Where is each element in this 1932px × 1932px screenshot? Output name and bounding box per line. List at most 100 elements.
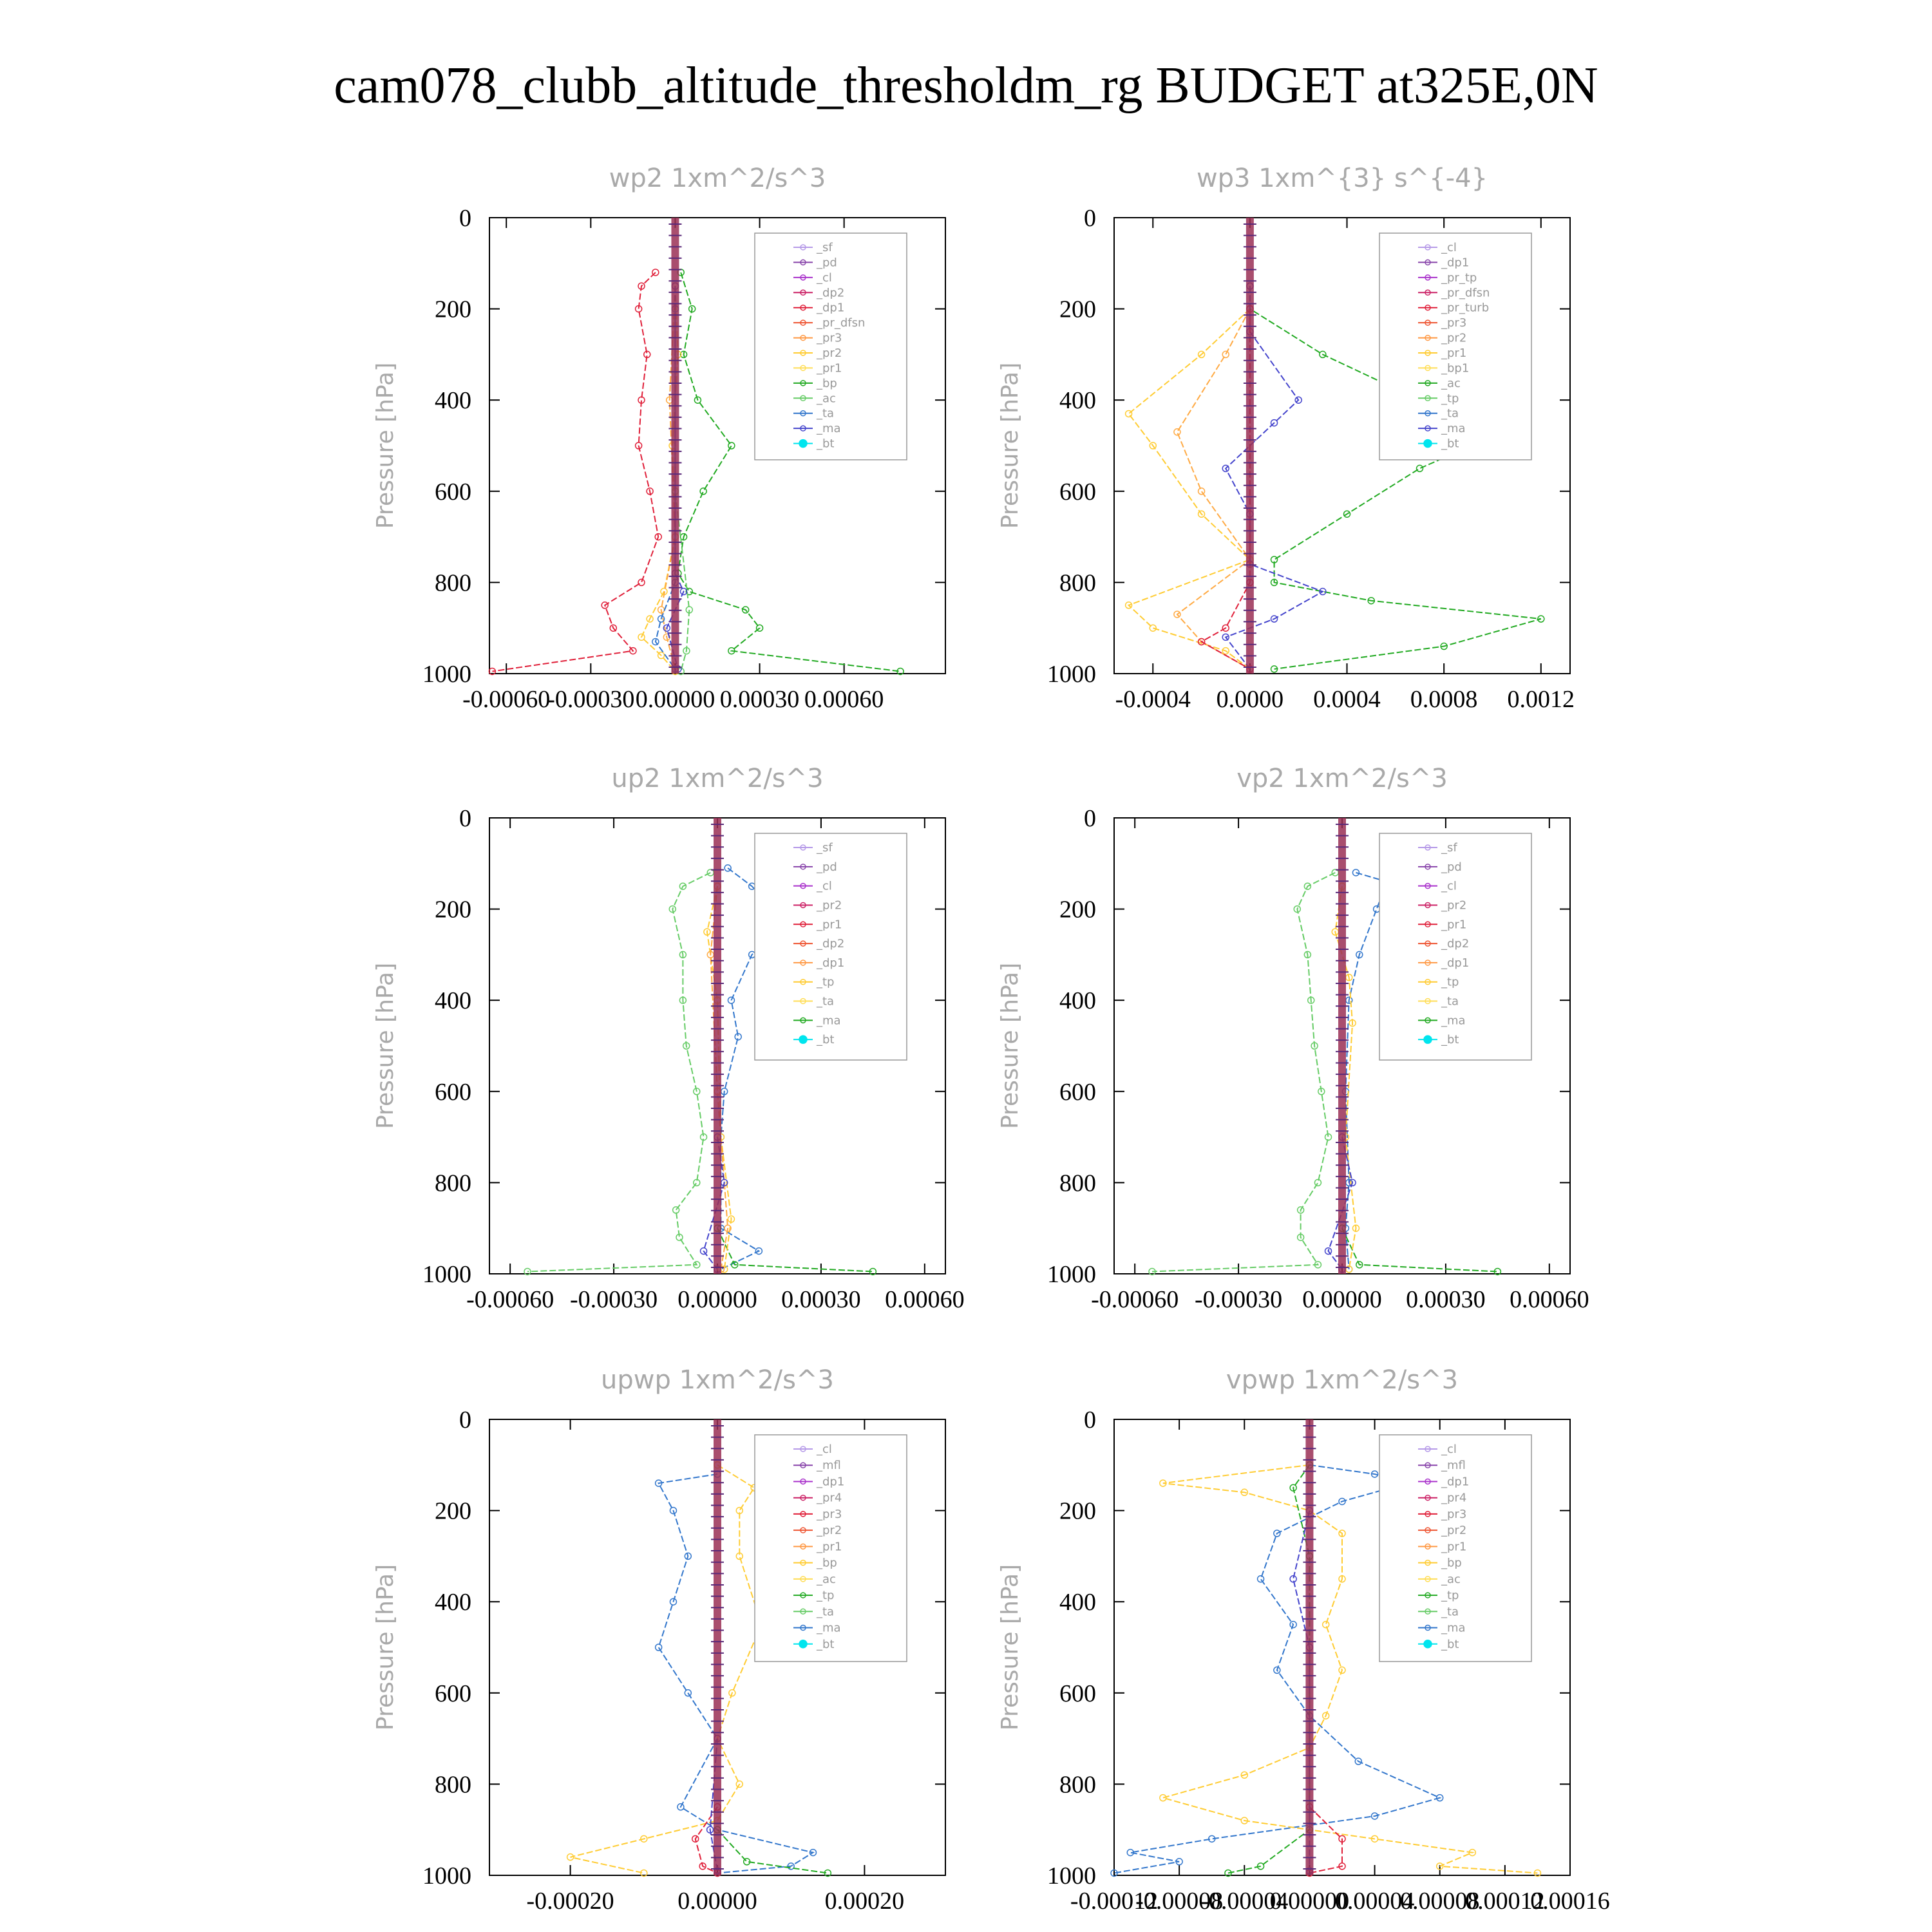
x-tick-label: 0.00012 (1465, 1888, 1545, 1915)
y-tick-label: 0 (1084, 805, 1096, 832)
series-point (1311, 1042, 1318, 1050)
legend-marker (799, 439, 808, 448)
series-point (1435, 1794, 1444, 1802)
x-tick-label: 0.00008 (1400, 1888, 1480, 1915)
series-point (684, 1689, 692, 1697)
chart-panel-1: wp2 1xm^2/s^3 Pressure [hPa] 0 200 400 600 800… (372, 164, 946, 713)
legend-entry: _pr2 (1441, 332, 1466, 345)
series-point (699, 1862, 706, 1870)
series-point (1367, 596, 1375, 605)
legend-entry: _sf (816, 241, 833, 254)
series-line-pr2 (1176, 308, 1251, 670)
legend-entry: _pd (1441, 860, 1462, 874)
series-point (643, 350, 651, 359)
legend-entry: _bt (816, 1638, 834, 1651)
series-point (668, 905, 677, 913)
legend-entry: _pr1 (1441, 346, 1466, 360)
x-tick-label: 0.00030 (720, 686, 800, 713)
series-line-dp1 (527, 872, 711, 1273)
series-point (1354, 1757, 1363, 1765)
y-tick-label: 0 (459, 805, 471, 832)
y-tick-label: 400 (1059, 987, 1096, 1014)
legend-marker (800, 921, 806, 928)
legend-marker (800, 978, 806, 985)
legend-entry: _tp (1441, 1589, 1459, 1602)
legend-entry: _dp1 (1441, 1475, 1469, 1488)
series-point (1435, 1862, 1444, 1870)
series-point (824, 1869, 832, 1877)
series-point (1296, 1233, 1305, 1242)
series-point (634, 442, 643, 450)
legend-entry: _cl (816, 1443, 832, 1456)
legend-marker (800, 1478, 806, 1485)
series-point (1208, 1835, 1216, 1843)
y-tick-label: 600 (1059, 1680, 1096, 1707)
series-point (1324, 1133, 1332, 1141)
series-point (703, 928, 711, 936)
y-tick-label: 1000 (422, 1862, 471, 1889)
series-point (679, 996, 687, 1004)
legend-marker (1425, 978, 1431, 985)
series-point (1370, 1812, 1379, 1820)
y-tick-label: 200 (1059, 1498, 1096, 1525)
legend-entry: _bt (1441, 1033, 1459, 1046)
series-point (663, 624, 671, 632)
series-line-dp1 (694, 1806, 718, 1874)
series-line-bp (677, 272, 901, 672)
series-point (679, 587, 688, 596)
x-tick-label: 0.00060 (804, 686, 884, 713)
legend-entry: _bt (1441, 437, 1459, 451)
series-line-dp2 (1341, 1227, 1498, 1273)
series-point (699, 488, 707, 495)
legend-entry: _ta (1441, 995, 1459, 1009)
y-tick-label: 0 (459, 1406, 471, 1434)
series-point (1294, 396, 1302, 404)
x-tick-label: 0.00000 (1302, 1286, 1382, 1313)
series-point (699, 1247, 708, 1255)
legend-entry: _mfl (1441, 1459, 1466, 1472)
series-point (1356, 951, 1363, 959)
series-point (657, 651, 665, 659)
legend-entry: _pr1 (816, 918, 842, 931)
legend-entry: _ac (816, 1573, 836, 1586)
series-point (809, 1848, 817, 1857)
series-line-bp (1227, 1464, 1311, 1874)
legend-marker (1425, 380, 1431, 386)
legend-marker (1425, 1017, 1431, 1024)
legend-entry: _pr1 (816, 361, 842, 375)
legend-marker (800, 940, 806, 947)
series-point (735, 1506, 744, 1515)
zero-term-lines (714, 1419, 721, 1875)
legend-marker (1425, 319, 1431, 326)
legend-marker (1425, 1511, 1431, 1517)
legend-entry: _bt (816, 437, 834, 451)
series-point (683, 647, 690, 655)
legend-entry: _cl (1441, 880, 1457, 893)
series-point (1372, 905, 1381, 913)
series-point (1197, 350, 1206, 359)
legend-box (754, 232, 907, 460)
series-point (1240, 1817, 1249, 1824)
x-tick-label: -0.00030 (1195, 1286, 1282, 1313)
legend-entry: _dp1 (816, 301, 844, 315)
y-axis-label: Pressure [hPa] (372, 363, 399, 529)
series-point (1319, 587, 1327, 596)
series-line-dp2 (717, 1227, 873, 1273)
legend-entry: _ta (1441, 1605, 1459, 1618)
series-point (1338, 1862, 1346, 1870)
series-point (1270, 665, 1278, 673)
legend-entry: _pr3 (1441, 316, 1466, 330)
legend-entry: _pr2 (816, 346, 842, 360)
legend-marker (800, 1592, 806, 1598)
figure-title: cam078_clubb_altitude_thresholdm_rg BUDG… (334, 57, 1598, 114)
legend-entry: _pr3 (1441, 1508, 1466, 1521)
x-tick-label: 0.00060 (1510, 1286, 1589, 1313)
series-point (1349, 1179, 1356, 1187)
series-point (638, 282, 645, 290)
series-point (685, 587, 694, 596)
x-tick-label: -0.00060 (462, 686, 550, 713)
legend-marker (800, 259, 806, 266)
legend-marker (799, 1640, 808, 1649)
series-point (728, 1689, 736, 1697)
series-point (1370, 1835, 1379, 1843)
